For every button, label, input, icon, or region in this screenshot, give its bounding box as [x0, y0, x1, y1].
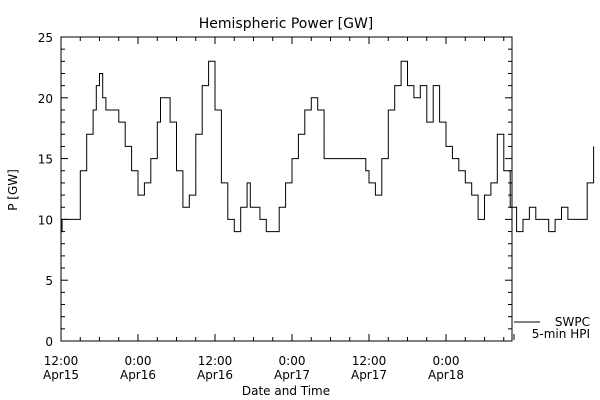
y-tick-label: 5: [45, 274, 53, 288]
chart-title: Hemispheric Power [GW]: [199, 16, 374, 32]
y-tick-label: 25: [38, 31, 53, 45]
x-axis: 12:00Apr150:00Apr1612:00Apr160:00Apr1712…: [43, 37, 505, 382]
x-tick-label-time: 0:00: [125, 354, 152, 368]
y-tick-label: 0: [45, 335, 53, 349]
x-axis-label: Date and Time: [242, 384, 330, 398]
series-layer: [61, 60, 595, 233]
x-tick-label-time: 0:00: [279, 354, 306, 368]
x-tick-label-date: Apr18: [428, 368, 464, 382]
x-tick-label-date: Apr17: [351, 368, 387, 382]
y-tick-label: 10: [38, 213, 53, 227]
legend-label-swpc: SWPC: [555, 315, 590, 329]
series-line-hpi: [61, 60, 595, 233]
x-tick-label-date: Apr17: [274, 368, 310, 382]
x-tick-label-time: 12:00: [352, 354, 387, 368]
x-tick-label-date: Apr16: [120, 368, 156, 382]
y-axis-label: P [GW]: [6, 169, 20, 211]
x-tick-label-date: Apr16: [197, 368, 233, 382]
plot-frame: [60, 36, 513, 342]
y-tick-label: 15: [38, 153, 53, 167]
x-tick-label-time: 0:00: [433, 354, 460, 368]
y-axis: 0 5 10 15 20 25: [38, 31, 512, 349]
x-tick-label-time: 12:00: [44, 354, 79, 368]
legend-label-hpi: 5-min HPI: [532, 327, 590, 341]
x-tick-label-time: 12:00: [198, 354, 233, 368]
x-tick-label-date: Apr15: [43, 368, 79, 382]
y-tick-label: 20: [38, 92, 53, 106]
